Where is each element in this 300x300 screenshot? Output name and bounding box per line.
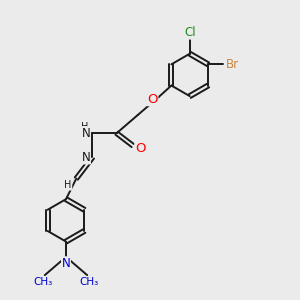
Text: H: H xyxy=(81,122,88,132)
Text: H: H xyxy=(64,180,72,190)
Text: O: O xyxy=(135,142,146,155)
Text: CH₃: CH₃ xyxy=(34,277,53,286)
Text: N: N xyxy=(61,257,70,270)
Text: N: N xyxy=(82,127,90,140)
Text: O: O xyxy=(147,93,158,106)
Text: N: N xyxy=(82,151,90,164)
Text: Br: Br xyxy=(226,58,239,71)
Text: Cl: Cl xyxy=(184,26,196,39)
Text: CH₃: CH₃ xyxy=(79,277,98,286)
